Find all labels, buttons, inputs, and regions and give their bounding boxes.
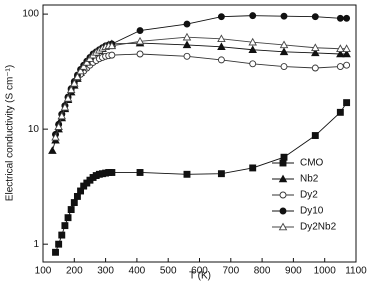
marker (311, 48, 320, 57)
marker (63, 93, 73, 102)
marker (136, 50, 144, 58)
marker (82, 58, 92, 66)
marker (183, 52, 191, 60)
marker (217, 42, 226, 51)
x-tick-label: 500 (160, 266, 177, 277)
marker (136, 169, 144, 176)
marker (278, 174, 288, 183)
marker (336, 49, 345, 58)
marker (343, 14, 351, 22)
x-tick-label: 1100 (345, 266, 367, 277)
marker (55, 240, 63, 248)
marker (60, 102, 70, 111)
marker (76, 66, 85, 75)
marker (280, 63, 288, 71)
marker (183, 170, 191, 178)
marker (342, 49, 351, 58)
y-tick-label: 10 (28, 124, 40, 135)
legend-label: Dy10 (300, 206, 324, 217)
marker (336, 108, 344, 116)
x-tick-label: 600 (191, 266, 208, 277)
marker (311, 64, 319, 72)
marker (280, 153, 288, 161)
marker (342, 44, 351, 52)
marker (279, 191, 287, 199)
marker (343, 99, 351, 107)
x-tick-label: 100 (35, 266, 52, 277)
marker (108, 169, 116, 176)
marker (182, 40, 192, 49)
y-tick-label: 100 (22, 9, 39, 20)
x-tick-label: 400 (129, 266, 146, 277)
marker (279, 207, 287, 215)
marker (217, 34, 226, 43)
marker (279, 40, 289, 49)
x-tick-label: 300 (97, 266, 114, 277)
x-tick-label: 1000 (314, 266, 337, 277)
marker (51, 132, 60, 141)
marker (54, 122, 63, 130)
marker (79, 62, 88, 70)
x-tick-label: 700 (222, 266, 239, 277)
marker (108, 51, 116, 59)
marker (311, 43, 320, 51)
marker (248, 45, 257, 53)
marker (279, 47, 289, 56)
x-tick-label: 900 (285, 266, 302, 277)
marker (278, 222, 288, 231)
marker (67, 206, 75, 214)
marker (311, 132, 319, 139)
marker (64, 214, 72, 222)
marker (48, 146, 57, 154)
marker (70, 78, 79, 87)
x-tick-label: 800 (254, 266, 271, 277)
legend: CMO Nb2 Dy2 Dy10 Dy2Nb2 (272, 158, 337, 233)
legend-label: Nb2 (300, 174, 319, 185)
series-line (55, 53, 347, 135)
y-tick-label: 1 (33, 239, 39, 250)
marker (248, 37, 257, 46)
y-axis-label: Electrical conductivity (S cm⁻¹) (5, 65, 16, 201)
marker (57, 111, 67, 120)
series-line (55, 15, 347, 135)
marker (336, 44, 345, 52)
marker (217, 13, 225, 21)
marker (343, 61, 351, 69)
marker (136, 27, 144, 34)
x-axis-label: T (K) (189, 271, 211, 282)
marker (182, 32, 192, 41)
marker (280, 12, 288, 20)
legend-label: Dy2 (300, 190, 318, 201)
marker (66, 85, 76, 94)
marker (336, 14, 344, 22)
legend-label: CMO (300, 158, 324, 169)
marker (249, 164, 257, 172)
marker (249, 60, 257, 68)
marker (217, 56, 225, 64)
marker (61, 222, 69, 230)
marker (52, 248, 59, 256)
marker (279, 159, 287, 167)
marker (58, 231, 66, 239)
marker (70, 199, 78, 207)
marker (73, 72, 82, 81)
x-tick-label: 200 (66, 266, 83, 277)
marker (311, 13, 319, 21)
marker (336, 63, 344, 71)
marker (217, 170, 225, 178)
marker (107, 41, 117, 50)
marker (249, 12, 257, 20)
marker (183, 20, 191, 28)
marker (135, 36, 145, 45)
legend-label: Dy2Nb2 (300, 222, 337, 233)
